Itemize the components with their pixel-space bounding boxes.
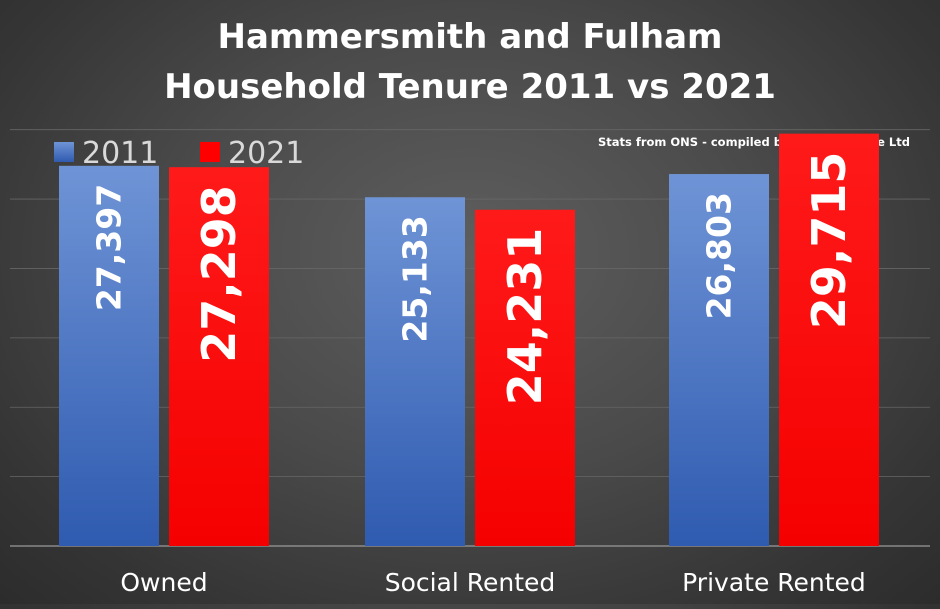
bar-owned-2011 [59,165,159,546]
category-label-private-rented: Private Rented [682,568,866,597]
bar-social-rented-2011 [365,197,465,546]
value-label-private-rented-2021: 29,715 [802,152,856,330]
legend-swatch-2021 [200,142,220,162]
gridlines [10,129,930,547]
legend-label-2021: 2021 [228,136,304,171]
legend: 2011 2021 [54,136,304,171]
value-label-social-rented-2021: 24,231 [498,228,552,406]
value-label-private-rented-2011: 26,803 [700,192,739,319]
legend-swatch-2011 [54,142,74,162]
category-label-owned: Owned [120,568,207,597]
category-label-social-rented: Social Rented [385,568,556,597]
bar-owned-2021 [169,167,269,547]
value-label-owned-2021: 27,298 [192,185,246,363]
value-labels: 27,397 27,298 25,133 24,231 26,803 29,715 [90,152,857,406]
value-label-social-rented-2011: 25,133 [396,215,435,342]
legend-label-2011: 2011 [82,136,158,171]
chart-title: Hammersmith and Fulham [218,17,723,57]
chart-subtitle: Household Tenure 2011 vs 2021 [164,67,776,107]
bar-private-rented-2021 [779,133,879,547]
bars [59,133,879,547]
bar-private-rented-2011 [669,174,769,546]
bar-social-rented-2021 [475,209,575,546]
category-labels: Owned Social Rented Private Rented [120,568,865,597]
value-label-owned-2011: 27,397 [90,184,129,311]
